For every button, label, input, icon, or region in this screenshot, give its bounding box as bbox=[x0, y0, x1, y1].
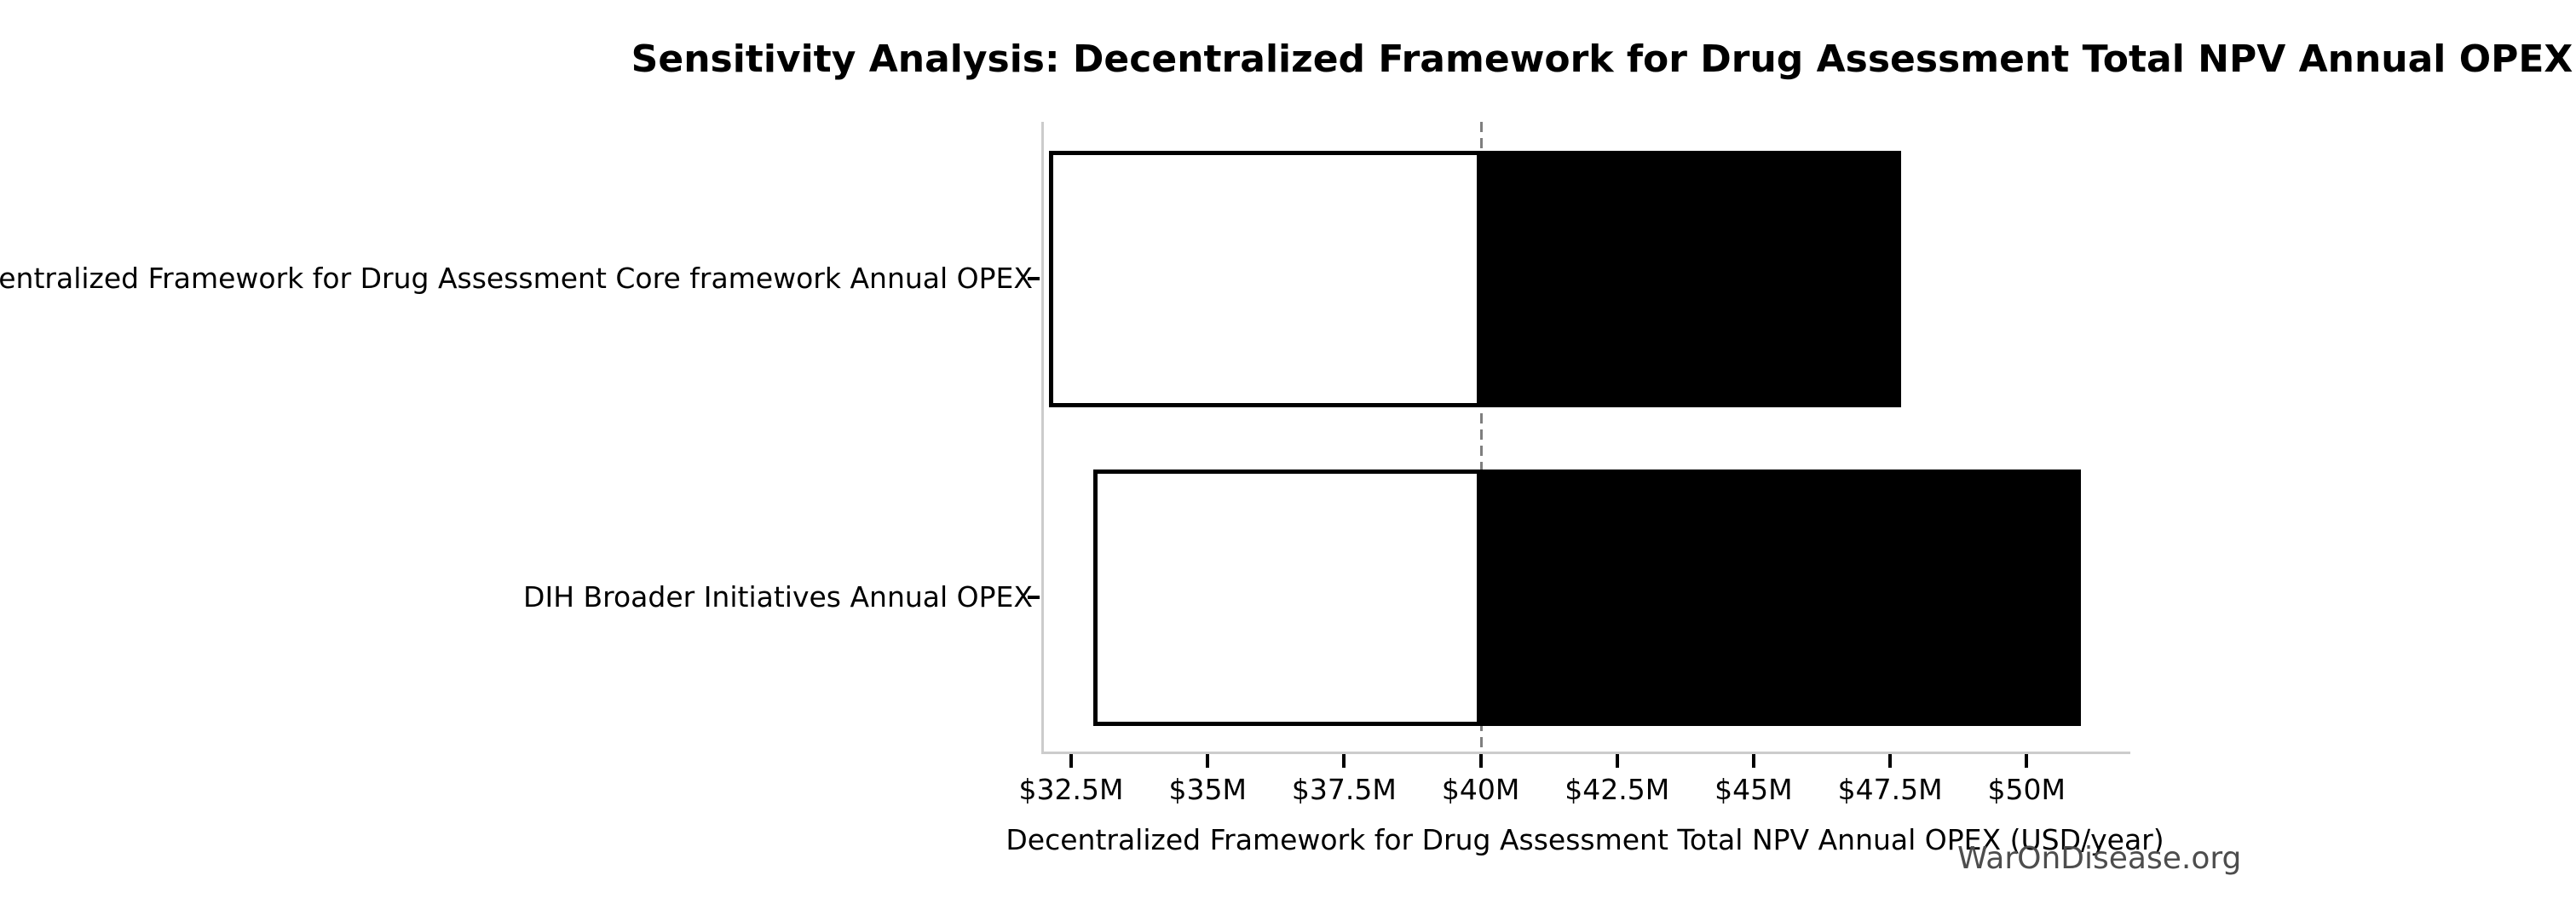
x-tick-label: $40M bbox=[1441, 773, 1520, 806]
x-tick-label: $50M bbox=[1987, 773, 2066, 806]
y-axis-category-label: DIH Broader Initiatives Annual OPEX bbox=[523, 580, 1033, 614]
x-tick-mark bbox=[1615, 754, 1619, 768]
x-tick-mark bbox=[1478, 754, 1483, 768]
x-tick-mark bbox=[1069, 754, 1074, 768]
x-tick-label: $32.5M bbox=[1018, 773, 1124, 806]
x-tick-label: $42.5M bbox=[1565, 773, 1670, 806]
x-tick-mark bbox=[1342, 754, 1346, 768]
x-tick-label: $47.5M bbox=[1837, 773, 1943, 806]
x-tick-label: $45M bbox=[1714, 773, 1793, 806]
y-tick-mark bbox=[1028, 277, 1040, 280]
x-tick-mark bbox=[1888, 754, 1893, 768]
tornado-bar-high-segment bbox=[1480, 470, 2082, 726]
y-tick-mark bbox=[1028, 596, 1040, 599]
plot-area: $32.5M $35M $37.5M $40M $42.5M $45M $47.5M $50M bbox=[1019, 122, 2130, 806]
x-tick-mark bbox=[2025, 754, 2029, 768]
tornado-bar-low-segment bbox=[1049, 151, 1481, 407]
x-tick-mark bbox=[1751, 754, 1755, 768]
x-tick-mark bbox=[1206, 754, 1210, 768]
baseline-dashed-line bbox=[1479, 122, 1483, 752]
y-axis-category-label: Decentralized Framework for Drug Assessm… bbox=[0, 262, 1033, 295]
tornado-bar-high-segment bbox=[1480, 151, 1901, 407]
tornado-bar-low-segment bbox=[1092, 470, 1481, 726]
watermark: WarOnDisease.org bbox=[1957, 841, 2242, 876]
x-axis-label: Decentralized Framework for Drug Assessm… bbox=[1006, 823, 2164, 856]
chart-title: Sensitivity Analysis: Decentralized Fram… bbox=[631, 37, 2573, 81]
x-tick-label: $35M bbox=[1168, 773, 1247, 806]
x-tick-label: $37.5M bbox=[1291, 773, 1397, 806]
